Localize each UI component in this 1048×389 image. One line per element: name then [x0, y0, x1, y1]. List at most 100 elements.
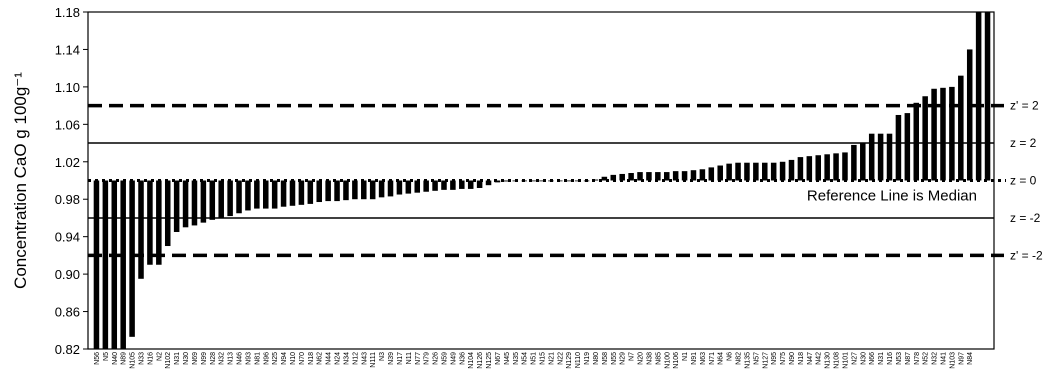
bar-N16 [886, 133, 893, 181]
bar-N100 [663, 172, 670, 181]
x-tick-label-60: N7 [629, 352, 636, 361]
x-tick-label-82: N130 [825, 352, 832, 369]
bar-N18 [797, 157, 804, 181]
bar-N125 [485, 180, 492, 186]
bar-N80 [592, 179, 599, 181]
bar-N108 [833, 153, 839, 181]
bar-N38 [646, 172, 652, 181]
y-tick-label-7: 1.10 [55, 80, 80, 95]
x-tick-label-76: N95 [771, 352, 778, 365]
x-tick-label-48: N54 [522, 352, 529, 365]
bar-N91 [690, 170, 697, 181]
reference-line-label-2: z = 0 [1010, 174, 1037, 188]
bar-N102 [164, 180, 171, 247]
bar-N15 [539, 180, 545, 182]
x-tick-label-36: N77 [415, 352, 422, 365]
bar-N129 [565, 180, 572, 182]
x-tick-label-73: N135 [744, 352, 751, 369]
x-tick-label-91: N87 [905, 352, 912, 365]
bar-N55 [610, 174, 617, 181]
x-tick-label-37: N79 [424, 352, 431, 365]
bar-N81 [254, 180, 260, 209]
x-tick-label-43: N126 [477, 352, 484, 369]
bar-N32 [218, 180, 224, 218]
x-tick-label-50: N15 [540, 352, 547, 365]
x-tick-label-40: N49 [450, 352, 457, 365]
bar-N44 [325, 180, 331, 202]
bar-N16 [147, 180, 153, 265]
x-tick-label-55: N19 [584, 352, 591, 365]
x-tick-label-59: N29 [620, 352, 627, 365]
x-tick-label-83: N108 [834, 352, 841, 369]
bar-N63 [699, 169, 706, 181]
x-tick-label-71: N6 [727, 352, 734, 361]
x-tick-label-79: N18 [798, 352, 805, 365]
bar-N6 [726, 163, 732, 181]
x-tick-label-69: N71 [709, 352, 716, 365]
x-tick-label-87: N66 [869, 352, 876, 365]
bar-N89 [120, 180, 126, 349]
x-tick-label-23: N70 [299, 352, 306, 365]
x-tick-label-4: N105 [130, 352, 137, 369]
x-tick-label-81: N42 [816, 352, 823, 365]
x-tick-label-96: N103 [949, 352, 956, 369]
bar-N36 [459, 180, 465, 189]
bar-N3 [378, 180, 385, 198]
x-tick-label-85: N27 [851, 352, 858, 365]
bar-N7 [628, 173, 634, 181]
x-tick-label-15: N13 [228, 352, 235, 365]
x-tick-label-17: N93 [245, 352, 252, 365]
bar-N97 [958, 75, 964, 181]
bar-N53 [895, 114, 902, 181]
bar-N45 [503, 180, 510, 182]
bar-N75 [779, 161, 786, 181]
y-axis: 0.82 0.86 0.90 0.94 0.98 1.02 1.06 1.10 1.14 1.18 [55, 5, 88, 357]
bar-N52 [922, 96, 928, 181]
x-tick-label-11: N69 [192, 352, 199, 365]
y-tick-label-4: 0.98 [55, 192, 80, 207]
bar-N32 [931, 88, 937, 181]
x-tick-label-21: N94 [281, 352, 288, 365]
bar-N47 [806, 156, 813, 181]
x-tick-label-3: N89 [121, 352, 128, 365]
x-tick-label-93: N52 [923, 352, 930, 365]
x-tick-label-98: N84 [967, 352, 974, 365]
bar-N13 [227, 180, 233, 217]
y-tick-label-3: 0.94 [55, 230, 80, 245]
x-tick-label-77: N75 [780, 352, 787, 365]
bar-undefined [984, 12, 991, 181]
x-tick-label-51: N21 [548, 352, 555, 365]
bar-N104 [467, 180, 474, 189]
bars-group [93, 12, 991, 349]
x-tick-label-32: N3 [379, 352, 386, 361]
bar-N27 [851, 144, 857, 181]
bar-N84 [966, 49, 973, 181]
bar-N105 [129, 180, 135, 337]
x-tick-label-75: N127 [762, 352, 769, 369]
x-tick-label-90: N53 [896, 352, 903, 365]
bar-N59 [441, 180, 447, 190]
bar-N94 [280, 180, 287, 207]
x-tick-label-14: N32 [219, 352, 226, 365]
bar-N51 [530, 180, 536, 182]
x-tick-label-0: N56 [94, 352, 101, 365]
x-tick-label-63: N85 [655, 352, 662, 365]
x-tick-label-9: N31 [174, 352, 181, 365]
reference-line-label-3: z = -2 [1010, 211, 1041, 225]
x-tick-label-8: N102 [165, 352, 172, 369]
x-tick-label-68: N63 [700, 352, 707, 365]
bar-N93 [245, 180, 251, 211]
x-tick-label-12: N99 [201, 352, 208, 365]
bar-N12 [352, 180, 358, 200]
y-tick-label-8: 1.14 [55, 42, 80, 57]
bar-N46 [236, 180, 242, 214]
x-axis: N56 N5 N40 N89 N105 N33 N16 N2 N102 N31 N30 N69 N99 N… [94, 352, 974, 369]
x-tick-label-1: N5 [103, 352, 110, 361]
bar-N67 [494, 180, 501, 183]
bar-N78 [913, 102, 920, 181]
x-tick-label-54: N110 [575, 352, 582, 368]
x-tick-label-66: N1 [682, 352, 689, 361]
bar-N64 [717, 165, 723, 181]
